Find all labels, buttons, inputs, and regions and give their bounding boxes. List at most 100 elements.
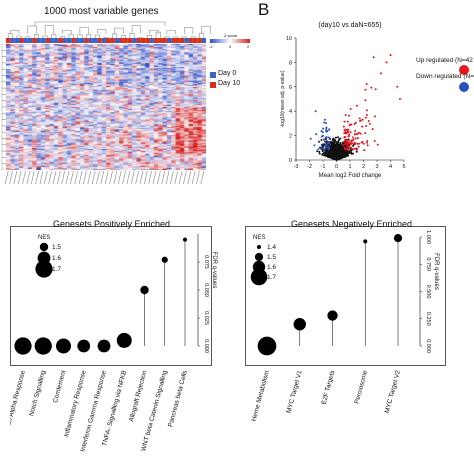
volcano-y-label: -log10(mean adj. p-value) (280, 70, 286, 127)
legend-day0-swatch (210, 72, 216, 78)
volcano-point (318, 152, 321, 155)
nes-legend-label: 1.6 (52, 255, 61, 262)
dotplot-point (161, 256, 168, 263)
positively-enriched-dotplot: Interferon Alpha Response Notch Signallin… (10, 226, 217, 452)
volcano-point (339, 151, 342, 154)
dotplot-point (56, 338, 71, 354)
volcano-point-up (376, 143, 379, 146)
dotplot-frame (245, 226, 446, 366)
volcano-point (324, 153, 327, 156)
volcano-legend-down-dot (459, 82, 469, 92)
dotplot-point (97, 339, 111, 353)
volcano-point-up (346, 146, 349, 149)
sample-label-mark (57, 170, 61, 185)
volcano-point (342, 155, 345, 158)
sample-label-mark (65, 170, 70, 185)
volcano-point-up (355, 148, 358, 151)
volcano-point (335, 143, 338, 146)
sample-group-cell (136, 38, 141, 43)
dendrogram-branch (114, 27, 124, 34)
volcano-y-tick-label: 6 (289, 85, 292, 91)
volcano-point-up (343, 146, 346, 149)
volcano-point-up (343, 136, 346, 139)
legend-day0-label: Day 0 (218, 70, 237, 77)
sample-label-mark (122, 170, 126, 185)
volcano-point (341, 146, 344, 149)
volcano-point-up (347, 142, 350, 145)
volcano-point-up (398, 98, 401, 100)
sample-label-mark (104, 170, 109, 185)
volcano-point-up (371, 128, 374, 131)
sample-label-mark (117, 170, 122, 185)
sample-group-cell (132, 38, 137, 43)
sample-label-mark (35, 170, 39, 185)
dendrogram-root (34, 21, 166, 26)
volcano-point-up (396, 85, 399, 88)
volcano-point-up (351, 136, 354, 139)
volcano-point (337, 136, 340, 139)
volcano-point-up (358, 142, 361, 145)
dotplot-category-label: MYC Target V1 (286, 369, 304, 414)
volcano-point-down (320, 129, 323, 132)
volcano-legend-up-dot (459, 65, 469, 75)
sample-group-cell (110, 38, 115, 43)
sample-label-mark (5, 170, 9, 185)
volcano-point-up (374, 88, 377, 91)
nes-legend-dot (257, 245, 261, 249)
volcano-x-tick-label: 3 (375, 164, 378, 170)
sample-group-cell (49, 38, 54, 43)
dotplot-y-tick-label: 0.050 (203, 283, 209, 297)
volcano-point-up (365, 109, 368, 112)
volcano-point (334, 143, 337, 146)
volcano-point-up (361, 140, 364, 143)
volcano-point-down (322, 138, 325, 141)
dotplot-point (257, 336, 277, 356)
sample-group-cell (79, 38, 85, 43)
volcano-point-up (347, 114, 350, 117)
sample-label-mark (187, 170, 192, 185)
volcano-point-down (324, 118, 327, 121)
dotplot-category-label: Peroxisome (354, 369, 370, 404)
dotplot-y-tick-label: 0.750 (425, 257, 431, 271)
volcano-point (341, 149, 344, 152)
dendrogram-branch (10, 30, 20, 34)
sample-label-mark (174, 170, 179, 185)
dendrogram-branch (147, 35, 152, 40)
volcano-point-up (346, 120, 349, 123)
volcano-point-up (349, 107, 352, 110)
volcano-point-down (323, 144, 326, 147)
sample-label-mark (26, 170, 31, 185)
volcano-point (327, 155, 330, 158)
sample-group-cell (32, 38, 37, 43)
volcano-point (330, 147, 333, 150)
volcano-point-up (366, 141, 369, 144)
sample-label-mark (161, 170, 165, 185)
sample-group-cell (188, 38, 193, 43)
dotplot-category-label: Heme Metabolism (251, 370, 271, 422)
dotplot-point (34, 337, 52, 355)
sample-group-cell (62, 38, 67, 43)
volcano-point-up (370, 86, 373, 89)
dendrogram-branch (86, 34, 91, 40)
dotplot-y-tick-label: 0.000 (203, 339, 209, 353)
volcano-point-up (342, 144, 345, 147)
volcano-point-up (348, 139, 351, 142)
sample-group-cell (106, 38, 111, 43)
dotplot-point (327, 310, 338, 321)
sample-label-mark (30, 170, 35, 185)
volcano-point-up (349, 123, 352, 126)
dotplot-y-tick-label: 0.500 (425, 285, 431, 299)
volcano-point-down (327, 136, 330, 139)
sample-group-cell (75, 38, 80, 43)
dotplot-point (140, 285, 149, 295)
volcano-point-down (328, 128, 331, 131)
sample-group-cell (145, 38, 150, 43)
volcano-point-down (319, 147, 322, 150)
heatmap-sample-labels (5, 170, 205, 185)
volcano-point-up (356, 132, 359, 135)
sample-group-cell (127, 38, 133, 43)
sample-group-cell (71, 38, 76, 43)
volcano-x-tick-label: -1 (321, 164, 326, 170)
neg-enriched-title: Genesets Negatively Enriched (291, 219, 413, 229)
volcano-point-up (357, 131, 360, 134)
